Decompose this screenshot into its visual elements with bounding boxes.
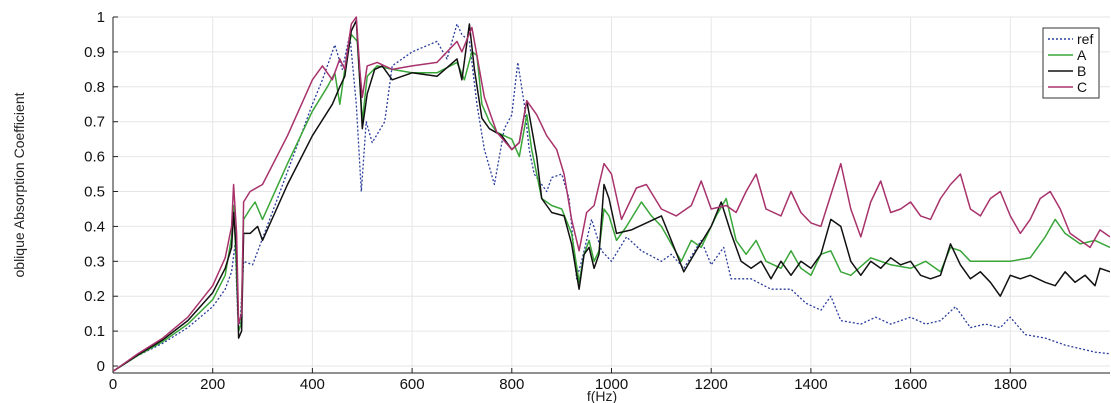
x-axis-title: f(Hz) — [587, 388, 617, 403]
series-line-B — [113, 19, 1110, 372]
x-tick-label: 600 — [400, 376, 425, 393]
x-tick-label: 1400 — [794, 376, 827, 393]
y-tick-label: 0.7 — [84, 114, 105, 131]
y-tick-label: 0.4 — [84, 218, 105, 235]
legend-label-B: B — [1077, 63, 1086, 79]
y-tick-label: 0 — [97, 358, 105, 375]
y-tick-label: 0.5 — [84, 184, 105, 201]
x-tick-label: 400 — [300, 376, 325, 393]
legend-label-C: C — [1077, 79, 1087, 95]
y-tick-label: 0.6 — [84, 149, 105, 166]
y-tick-label: 0.8 — [84, 79, 105, 96]
x-tick-label: 1800 — [994, 376, 1027, 393]
x-tick-label: 1600 — [894, 376, 927, 393]
y-tick-label: 0.3 — [84, 253, 105, 270]
x-tick-label: 0 — [109, 376, 117, 393]
y-tick-label: 1 — [97, 9, 105, 26]
x-tick-label: 1200 — [695, 376, 728, 393]
x-tick-label: 1000 — [595, 376, 628, 393]
y-tick-label: 0.9 — [84, 44, 105, 61]
x-tick-label: 800 — [499, 376, 524, 393]
y-tick-label: 0.1 — [84, 323, 105, 340]
y-tick-label: 0.2 — [84, 288, 105, 305]
legend-label-A: A — [1077, 47, 1087, 63]
legend-label-ref: ref — [1077, 31, 1093, 47]
series-line-C — [113, 16, 1110, 372]
series-line-ref — [113, 23, 1110, 372]
x-tick-label: 200 — [200, 376, 225, 393]
y-axis-title: oblique Absorption Coefficient — [11, 92, 27, 277]
